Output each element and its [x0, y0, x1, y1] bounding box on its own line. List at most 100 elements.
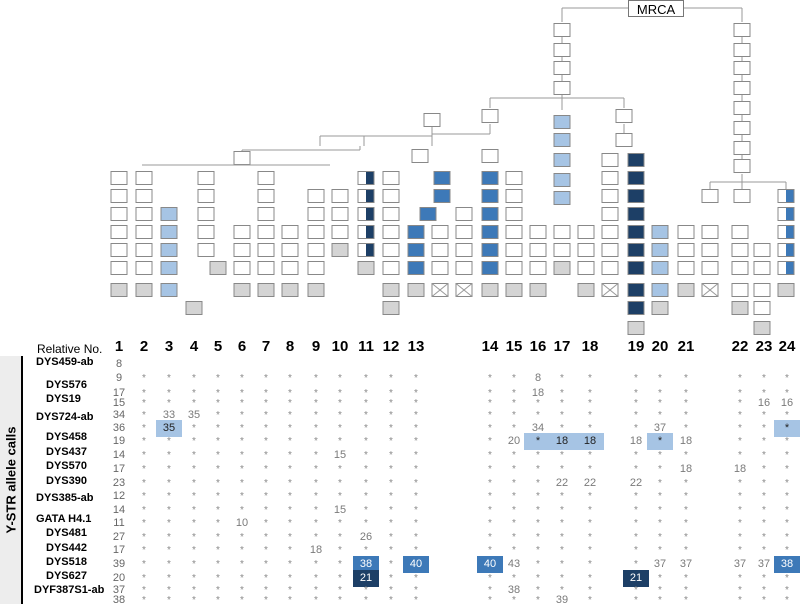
allele-call: * — [588, 532, 592, 543]
allele-call: * — [216, 491, 220, 502]
allele-call: 33 — [162, 409, 176, 421]
allele-call: * — [684, 423, 688, 434]
allele-call: * — [389, 595, 393, 606]
allele-call: * — [216, 478, 220, 489]
allele-call: * — [240, 373, 244, 384]
allele-call: * — [512, 398, 516, 409]
base-allele: 17 — [112, 544, 126, 556]
allele-call: * — [216, 464, 220, 475]
lineage-node — [382, 243, 400, 257]
leaf-node-gray — [185, 301, 203, 315]
allele-call: * — [738, 532, 742, 543]
lineage-node — [553, 225, 571, 239]
ancestor-node-light — [553, 153, 571, 167]
lineage-node — [197, 207, 215, 221]
allele-call: * — [560, 585, 564, 596]
allele-call: * — [389, 398, 393, 409]
allele-call: * — [684, 532, 688, 543]
allele-call: * — [512, 388, 516, 399]
allele-call: * — [167, 532, 171, 543]
allele-call: * — [536, 450, 540, 461]
allele-call: * — [364, 478, 368, 489]
lineage-node — [529, 243, 547, 257]
allele-call: * — [216, 545, 220, 556]
allele-call: * — [142, 423, 146, 434]
lineage-node — [701, 261, 719, 275]
locus-label: DYS437 — [46, 446, 87, 458]
allele-call: * — [488, 532, 492, 543]
lineage-node — [110, 225, 128, 239]
allele-call-highlight: 21 — [353, 570, 379, 587]
leaf-node-gray — [281, 283, 299, 297]
allele-call: * — [762, 373, 766, 384]
allele-call: * — [560, 450, 564, 461]
allele-call: * — [216, 436, 220, 447]
tree-node-split — [786, 207, 794, 221]
locus-label: DYS576 — [46, 379, 87, 391]
leaf-node-gray — [529, 283, 547, 297]
lineage-node-mid — [407, 261, 425, 275]
allele-call: * — [588, 559, 592, 570]
ancestor-node — [733, 121, 751, 135]
allele-call: * — [785, 464, 789, 475]
allele-call: * — [512, 450, 516, 461]
lineage-node-mid — [481, 243, 499, 257]
allele-call: * — [288, 491, 292, 502]
relative-number: 6 — [237, 338, 247, 355]
lineage-node — [529, 225, 547, 239]
tree-node-split — [786, 243, 794, 257]
allele-call: 43 — [507, 558, 521, 570]
lineage-node — [753, 243, 771, 257]
allele-call: * — [264, 545, 268, 556]
allele-call-highlight: 40 — [403, 556, 429, 573]
allele-call: * — [762, 573, 766, 584]
allele-call: * — [785, 532, 789, 543]
allele-call: * — [785, 478, 789, 489]
allele-call: * — [364, 585, 368, 596]
allele-call: * — [389, 573, 393, 584]
tree-node-split — [366, 189, 374, 203]
allele-call: * — [264, 423, 268, 434]
allele-call: * — [762, 545, 766, 556]
allele-call: * — [488, 595, 492, 606]
allele-call: * — [216, 373, 220, 384]
allele-call: * — [314, 423, 318, 434]
allele-call: * — [658, 532, 662, 543]
allele-call: * — [264, 573, 268, 584]
allele-call: * — [560, 398, 564, 409]
allele-call: * — [785, 388, 789, 399]
lineage-node-mid — [481, 207, 499, 221]
allele-call: * — [288, 436, 292, 447]
allele-call: * — [264, 532, 268, 543]
allele-call: * — [142, 436, 146, 447]
leaf-node-gray — [677, 283, 695, 297]
allele-call: * — [512, 373, 516, 384]
base-allele: 11 — [113, 517, 125, 529]
base-allele: 8 — [115, 358, 123, 370]
leaf-node-gray — [407, 283, 425, 297]
allele-call: * — [216, 573, 220, 584]
allele-call: * — [338, 585, 342, 596]
allele-call: * — [488, 573, 492, 584]
allele-call: * — [389, 388, 393, 399]
allele-call: * — [338, 532, 342, 543]
allele-call: * — [389, 491, 393, 502]
allele-call: * — [240, 398, 244, 409]
allele-call: * — [264, 388, 268, 399]
allele-call: * — [488, 464, 492, 475]
leaf-node-gray — [110, 283, 128, 297]
allele-call: * — [142, 398, 146, 409]
allele-call: * — [512, 518, 516, 529]
leaf-node-gray — [777, 283, 795, 297]
allele-call: * — [488, 478, 492, 489]
allele-call: * — [414, 410, 418, 421]
allele-call: * — [738, 491, 742, 502]
lineage-node-dark — [627, 207, 645, 221]
allele-call: * — [414, 373, 418, 384]
relative-number: 1 — [114, 338, 124, 355]
lineage-node — [382, 225, 400, 239]
lineage-node-mid — [407, 225, 425, 239]
ancestor-node-light — [553, 173, 571, 187]
allele-call: * — [167, 478, 171, 489]
base-allele: 14 — [112, 449, 126, 461]
